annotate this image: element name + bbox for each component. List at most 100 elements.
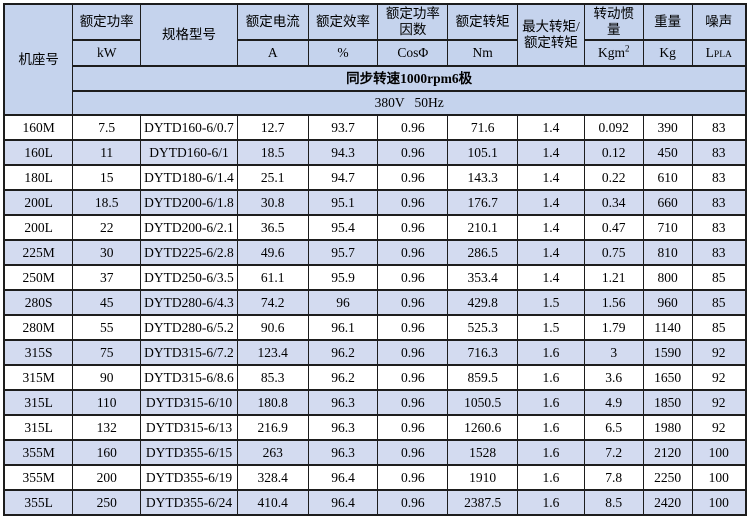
cell-inertia: 0.47 (583, 214, 644, 241)
table-row: 315S 75 DYTD315-6/7.2 123.4 96.2 0.96 716.3 1.6… (3, 339, 747, 366)
cell-inertia: 0.092 (583, 114, 644, 141)
cell-rated_power: 110 (72, 389, 142, 416)
header-power-factor: 额定功率 因数 (377, 3, 449, 41)
cell-max_torque_ratio: 1.4 (517, 214, 585, 241)
cell-rated_power: 45 (72, 289, 142, 316)
cell-rated_torque: 429.8 (447, 289, 519, 316)
header-label-row: 机座号 额定功率 规格型号 额定电流 额定效率 额定功率 因数 额定转矩 最大转… (3, 3, 747, 116)
cell-rated_current: 36.5 (236, 214, 309, 241)
header-noise: 噪声 (691, 3, 747, 41)
header-inertia: 转动惯 量 (583, 3, 644, 41)
cell-rated_current: 410.4 (236, 489, 309, 516)
table-row: 355M 200 DYTD355-6/19 328.4 96.4 0.96 1910 1.6 7… (3, 464, 747, 491)
unit-inertia-sup: 2 (624, 43, 630, 54)
cell-model: DYTD315-6/10 (140, 389, 238, 416)
cell-noise: 85 (691, 314, 747, 341)
cell-rated_efficiency: 95.4 (307, 214, 379, 241)
cell-model: DYTD355-6/24 (140, 489, 238, 516)
table-row: 160L 11 DYTD160-6/1 18.5 94.3 0.96 105.1 1.4 0.1… (3, 139, 747, 166)
cell-model: DYTD355-6/15 (140, 439, 238, 466)
cell-noise: 92 (691, 389, 747, 416)
banner-supply: 380V 50Hz (72, 90, 747, 116)
cell-model: DYTD200-6/2.1 (140, 214, 238, 241)
cell-rated_efficiency: 95.1 (307, 189, 379, 216)
cell-frame: 315S (3, 339, 74, 366)
cell-frame: 180L (3, 164, 74, 191)
cell-weight: 2120 (642, 439, 693, 466)
unit-inertia-main: Kgm (597, 45, 625, 61)
cell-rated_efficiency: 96 (307, 289, 379, 316)
cell-frame: 315M (3, 364, 74, 391)
cell-frame: 355L (3, 489, 74, 516)
cell-model: DYTD160-6/1 (140, 139, 238, 166)
cell-max_torque_ratio: 1.4 (517, 239, 585, 266)
cell-noise: 92 (691, 364, 747, 391)
cell-frame: 200L (3, 214, 74, 241)
header-rated-power: 额定功率 (72, 3, 142, 41)
cell-rated_current: 216.9 (236, 414, 309, 441)
cell-power_factor: 0.96 (377, 464, 449, 491)
cell-rated_efficiency: 96.2 (307, 364, 379, 391)
unit-noise-sub: PLA (713, 50, 732, 61)
cell-frame: 355M (3, 439, 74, 466)
cell-rated_torque: 176.7 (447, 189, 519, 216)
cell-rated_power: 30 (72, 239, 142, 266)
table-row: 250M 37 DYTD250-6/3.5 61.1 95.9 0.96 353.4 1.4 1… (3, 264, 747, 291)
cell-noise: 83 (691, 189, 747, 216)
cell-frame: 315L (3, 389, 74, 416)
cell-rated_power: 55 (72, 314, 142, 341)
unit-rated-torque: Nm (447, 39, 519, 67)
cell-model: DYTD280-6/4.3 (140, 289, 238, 316)
cell-max_torque_ratio: 1.4 (517, 189, 585, 216)
cell-max_torque_ratio: 1.6 (517, 489, 585, 516)
cell-rated_torque: 1260.6 (447, 414, 519, 441)
cell-power_factor: 0.96 (377, 214, 449, 241)
cell-power_factor: 0.96 (377, 339, 449, 366)
cell-model: DYTD200-6/1.8 (140, 189, 238, 216)
cell-weight: 1650 (642, 364, 693, 391)
cell-rated_efficiency: 96.4 (307, 464, 379, 491)
cell-max_torque_ratio: 1.4 (517, 114, 585, 141)
cell-rated_power: 200 (72, 464, 142, 491)
cell-model: DYTD250-6/3.5 (140, 264, 238, 291)
cell-rated_power: 75 (72, 339, 142, 366)
cell-power_factor: 0.96 (377, 114, 449, 141)
cell-rated_power: 132 (72, 414, 142, 441)
unit-rated-efficiency: % (307, 39, 379, 67)
cell-model: DYTD355-6/19 (140, 464, 238, 491)
cell-max_torque_ratio: 1.6 (517, 414, 585, 441)
cell-inertia: 0.22 (583, 164, 644, 191)
table-row: 200L 22 DYTD200-6/2.1 36.5 95.4 0.96 210.1 1.4 0… (3, 214, 747, 241)
cell-max_torque_ratio: 1.6 (517, 464, 585, 491)
cell-rated_power: 250 (72, 489, 142, 516)
cell-rated_current: 49.6 (236, 239, 309, 266)
table-row: 315L 132 DYTD315-6/13 216.9 96.3 0.96 1260.6 1.… (3, 414, 747, 441)
cell-inertia: 1.21 (583, 264, 644, 291)
cell-rated_current: 25.1 (236, 164, 309, 191)
cell-power_factor: 0.96 (377, 289, 449, 316)
cell-frame: 160L (3, 139, 74, 166)
cell-frame: 315L (3, 414, 74, 441)
unit-noise-main: L (705, 45, 714, 61)
cell-weight: 710 (642, 214, 693, 241)
cell-rated_torque: 859.5 (447, 364, 519, 391)
table-row: 200L 18.5 DYTD200-6/1.8 30.8 95.1 0.96 176.7 1.… (3, 189, 747, 216)
cell-noise: 100 (691, 489, 747, 516)
table-row: 180L 15 DYTD180-6/1.4 25.1 94.7 0.96 143.3 1.4 0… (3, 164, 747, 191)
cell-inertia: 0.75 (583, 239, 644, 266)
cell-rated_torque: 71.6 (447, 114, 519, 141)
cell-model: DYTD225-6/2.8 (140, 239, 238, 266)
cell-inertia: 7.2 (583, 439, 644, 466)
table-row: 225M 30 DYTD225-6/2.8 49.6 95.7 0.96 286.5 1.4 0… (3, 239, 747, 266)
cell-rated_current: 90.6 (236, 314, 309, 341)
table-row: 280M 55 DYTD280-6/5.2 90.6 96.1 0.96 525.3 1.5 1… (3, 314, 747, 341)
motor-spec-table: 机座号 额定功率 规格型号 额定电流 额定效率 额定功率 因数 额定转矩 最大转… (3, 3, 747, 516)
cell-noise: 100 (691, 439, 747, 466)
cell-power_factor: 0.96 (377, 164, 449, 191)
cell-weight: 450 (642, 139, 693, 166)
cell-weight: 660 (642, 189, 693, 216)
cell-rated_efficiency: 93.7 (307, 114, 379, 141)
cell-rated_torque: 525.3 (447, 314, 519, 341)
cell-rated_power: 37 (72, 264, 142, 291)
cell-frame: 280S (3, 289, 74, 316)
